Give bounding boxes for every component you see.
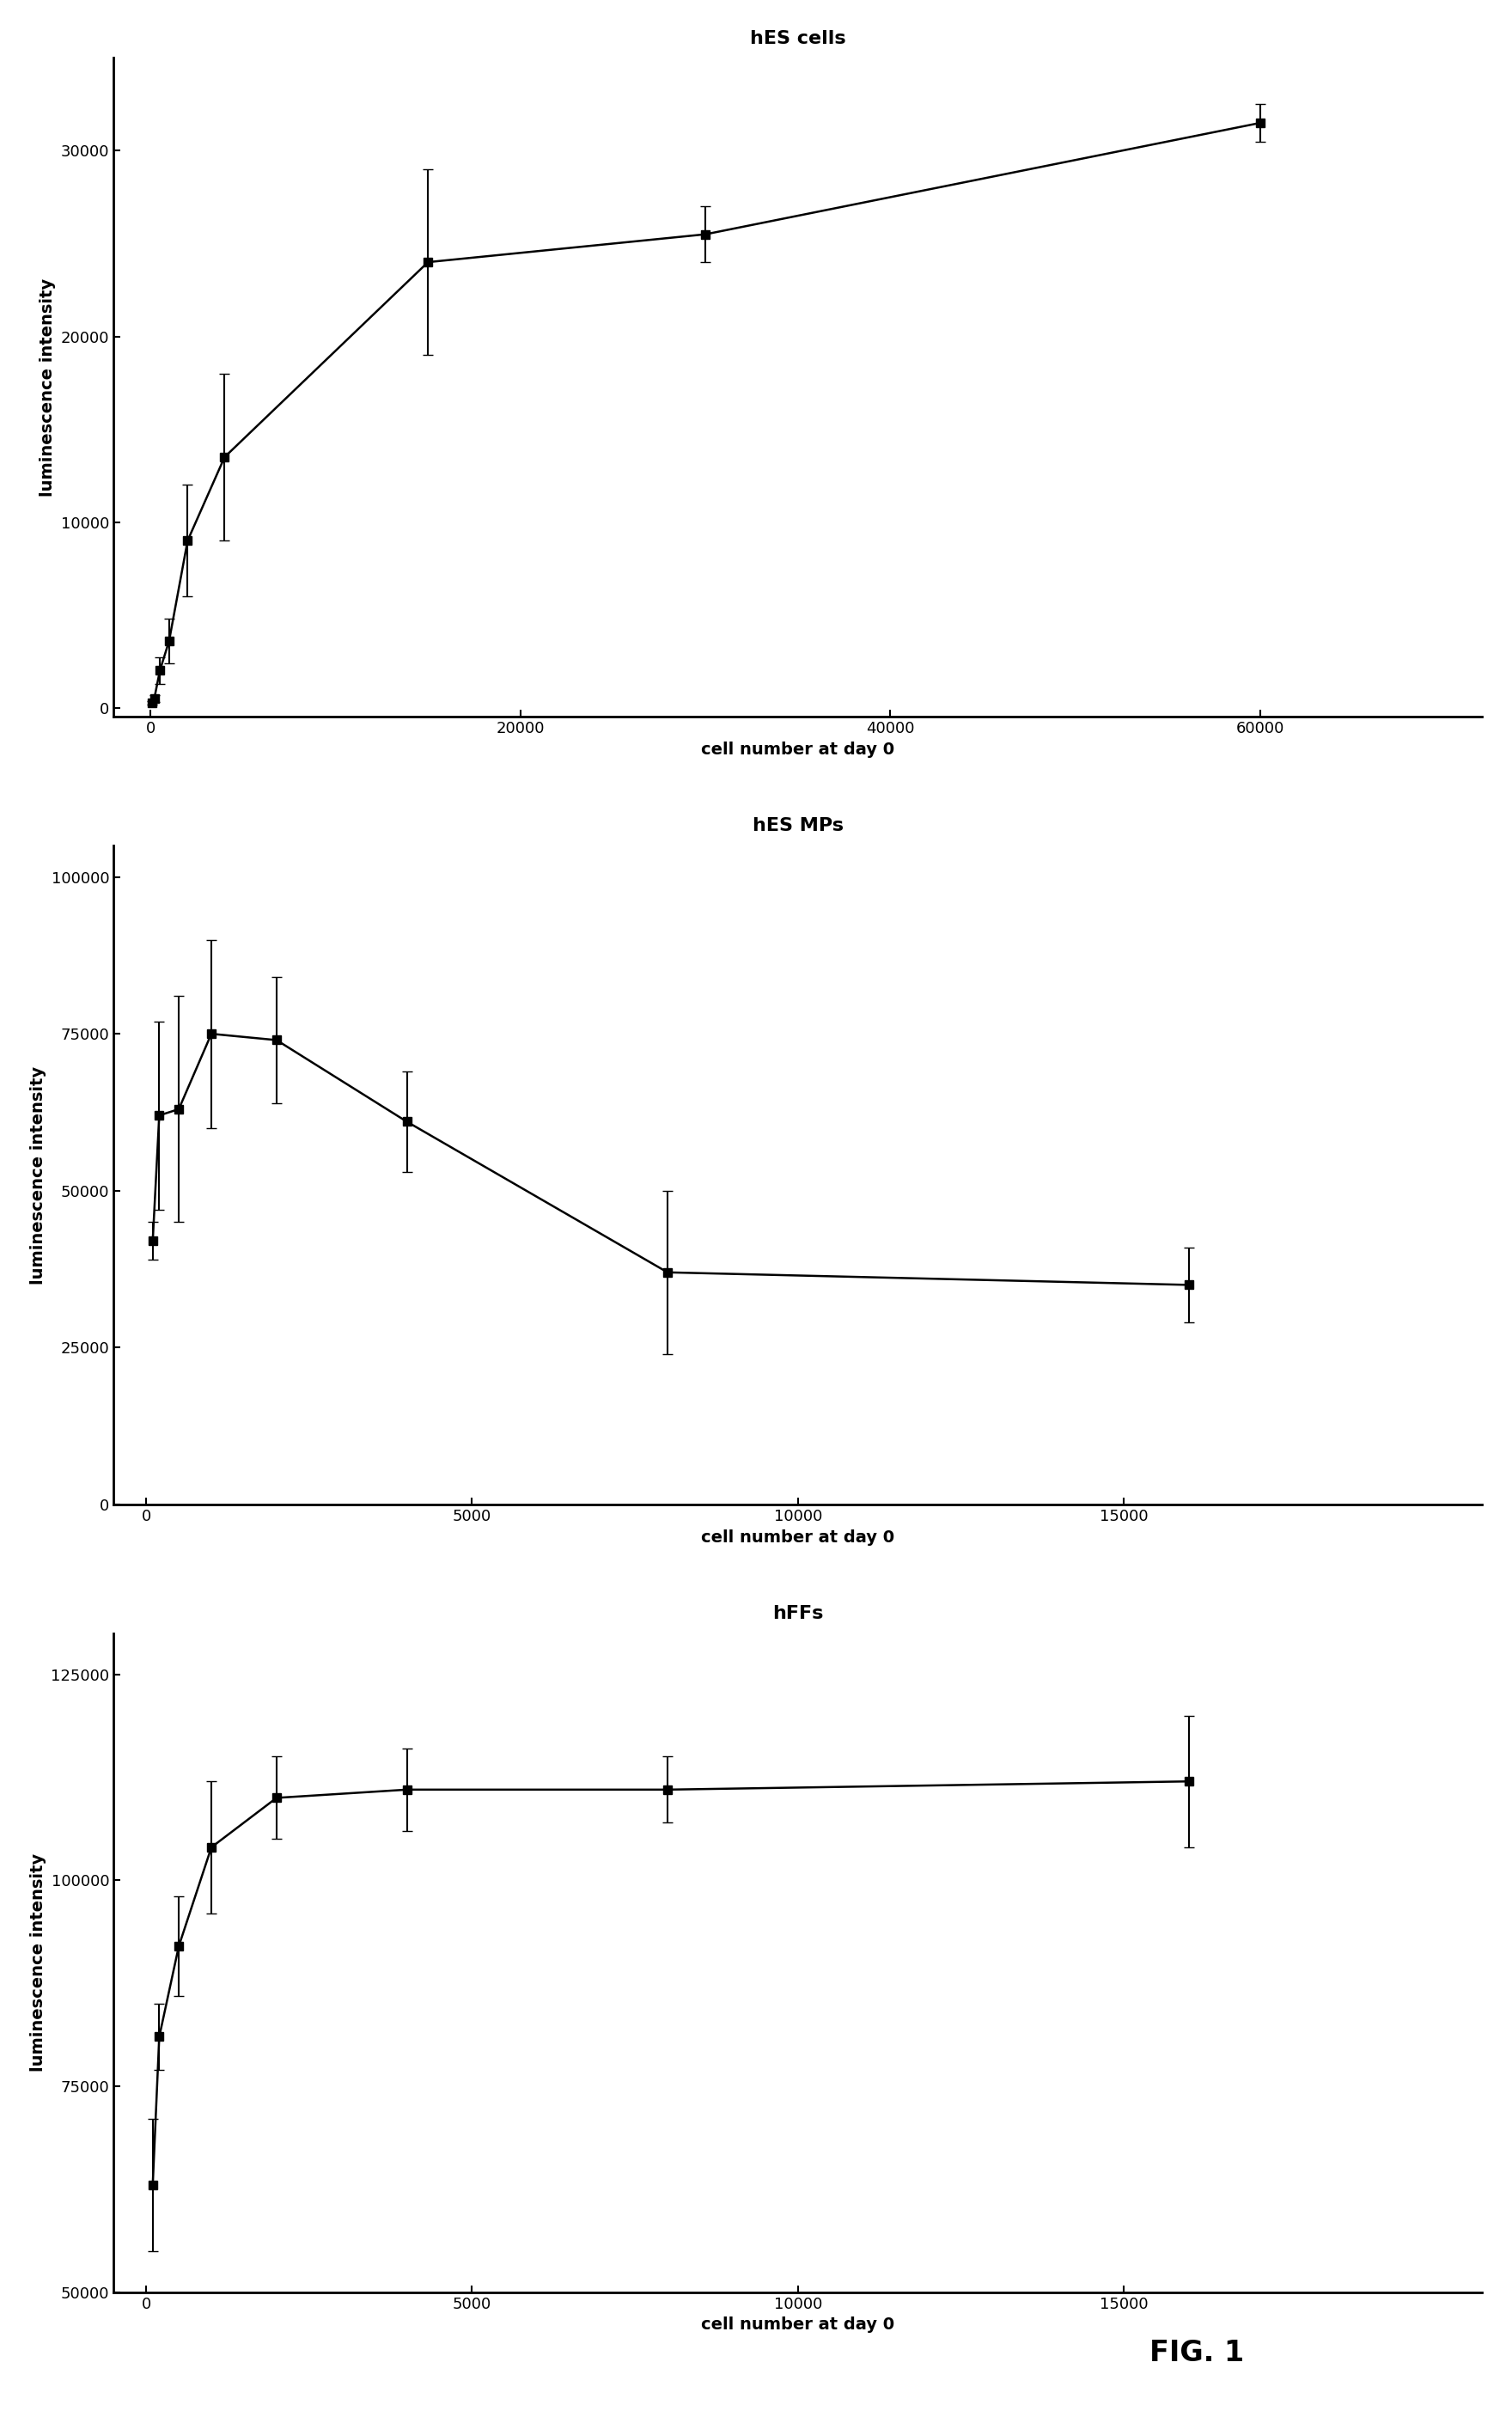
Title: hFFs: hFFs <box>773 1606 824 1623</box>
Y-axis label: luminescence intensity: luminescence intensity <box>30 1854 47 2071</box>
Y-axis label: luminescence intensity: luminescence intensity <box>39 277 56 497</box>
Title: hES cells: hES cells <box>750 29 845 48</box>
Text: FIG. 1: FIG. 1 <box>1149 2339 1244 2368</box>
Title: hES MPs: hES MPs <box>753 817 844 834</box>
X-axis label: cell number at day 0: cell number at day 0 <box>702 1529 895 1545</box>
Y-axis label: luminescence intensity: luminescence intensity <box>30 1066 47 1285</box>
X-axis label: cell number at day 0: cell number at day 0 <box>702 743 895 757</box>
X-axis label: cell number at day 0: cell number at day 0 <box>702 2317 895 2334</box>
